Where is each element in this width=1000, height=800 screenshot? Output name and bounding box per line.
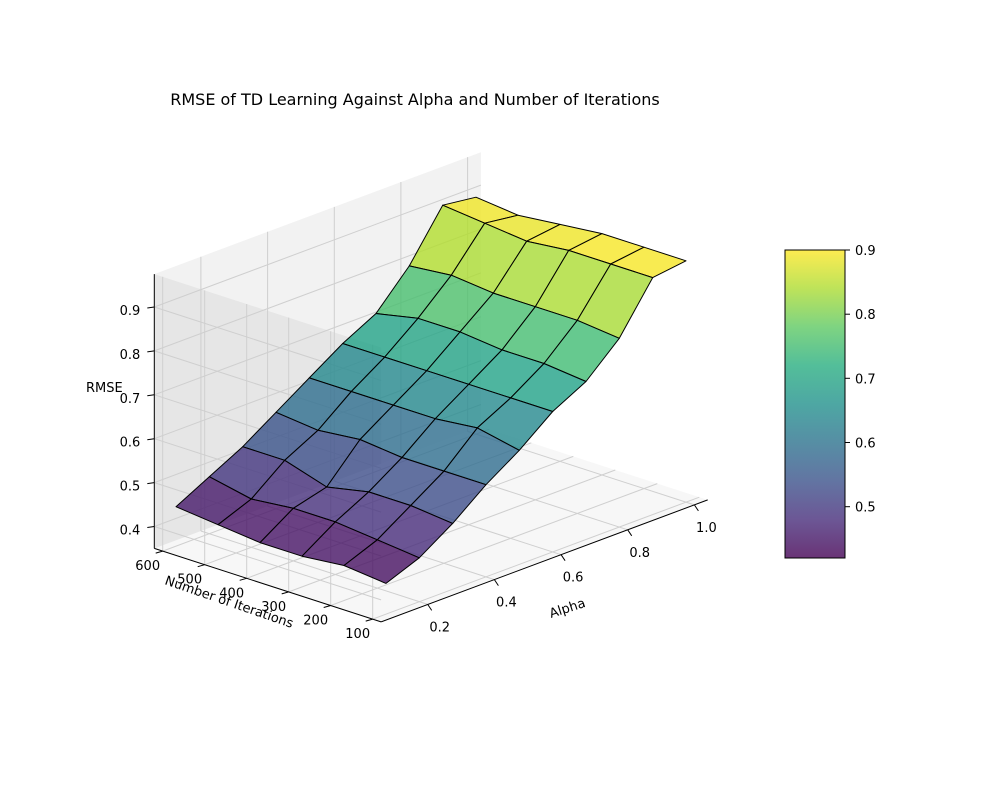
y-tick-label: 100 [345,627,370,642]
colorbar: 0.5 0.6 0.7 0.8 0.9 [784,244,876,559]
surface [175,196,687,584]
grid-line [154,184,482,308]
colorbar-tick-label: 0.7 [855,372,876,387]
y-tick-mark [365,618,373,622]
y-tick-mark [239,577,247,581]
x-tick-label: 0.8 [629,546,650,561]
x-tick-mark [693,504,699,512]
grid-line [200,530,428,605]
grid-line [330,483,658,606]
x-tick-mark [627,529,633,537]
x-tick-label: 0.2 [429,620,450,635]
x-tick-mark [493,579,499,586]
x-tick-mark [427,604,433,611]
x-tick-label: 1.0 [696,521,717,536]
y-tick-label: 600 [135,559,160,574]
colorbar-tick-label: 0.5 [855,501,876,516]
x-tick-label: 0.4 [496,596,517,611]
z-tick-label: 0.8 [120,348,141,363]
x-tick-label: 0.6 [563,571,584,586]
z-tick-label: 0.7 [120,392,141,407]
grid-line [154,526,382,601]
colorbar-tick-label: 0.9 [855,244,876,259]
y-tick-mark [281,591,289,595]
z-tick-mark [147,306,155,309]
z-axis-label: RMSE [86,381,123,396]
surface-patch [343,539,420,584]
z-tick-mark [147,350,155,353]
axis-lines [153,274,708,623]
tick-labels: 0.2 0.4 0.6 0.8 1.0 600 500 400 300 200 100 0.4 0.5 0… [120,304,717,642]
y-tick-label: 200 [303,614,328,629]
z-tick-label: 0.6 [120,436,141,451]
chart-title: RMSE of TD Learning Against Alpha and Nu… [170,90,660,109]
z-tick-mark [147,482,155,485]
colorbar-tick-label: 0.6 [855,437,876,452]
y-axis-line [154,547,382,623]
y-tick-label: 300 [261,600,286,615]
z-tick-label: 0.9 [120,304,141,319]
y-tick-mark [155,550,163,554]
z-tick-label: 0.5 [120,480,141,495]
z-tick-mark [147,526,155,528]
z-tick-label: 0.4 [120,524,141,539]
y-tick-mark [197,564,205,568]
y-tick-label: 400 [219,586,244,601]
grid-line [372,496,700,620]
y-tick-mark [323,605,331,608]
x-tick-mark [560,554,566,561]
x-axis-label: Alpha [548,596,588,622]
colorbar-tick-label: 0.8 [855,308,876,323]
z-tick-mark [147,438,155,441]
x-axis-line [380,499,708,623]
colorbar-gradient [784,249,846,559]
y-tick-label: 500 [177,573,202,588]
z-tick-mark [147,394,155,397]
grid-line [288,469,616,593]
